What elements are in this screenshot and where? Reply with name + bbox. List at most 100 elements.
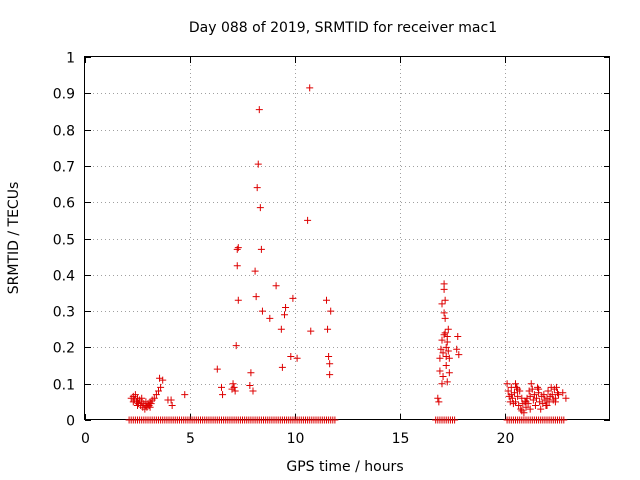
data-point [281,311,288,319]
data-point [442,362,450,370]
data-point [323,296,330,304]
data-point [287,352,295,360]
data-point [157,383,165,391]
data-point [440,331,448,339]
data-point [531,401,539,409]
data-point [529,396,537,404]
data-point [545,398,553,406]
data-point [331,416,339,424]
data-point [257,245,265,253]
data-point [443,333,451,341]
data-point [535,385,543,393]
y-tick-label: 0.7 [53,160,75,176]
y-tick-label: 0.4 [53,269,75,285]
data-point [555,391,563,399]
data-point [326,371,334,379]
x-tick-label: 10 [287,431,305,447]
data-point [539,400,547,408]
data-point [325,352,333,360]
data-point [293,354,301,362]
data-point [526,405,534,413]
data-point [232,342,240,350]
data-point [455,351,463,359]
data-point [255,106,263,114]
data-point [306,84,314,92]
y-tick-label: 0.6 [53,196,75,212]
data-point [441,329,449,337]
y-tick-label: 1 [66,51,75,67]
data-point [231,387,239,395]
data-point [548,391,556,399]
data-point [562,394,570,402]
data-point [514,392,522,400]
data-point [508,394,516,402]
data-point [445,369,453,377]
data-point [441,314,449,322]
data-point [233,245,241,253]
x-tick-label: 20 [497,431,515,447]
data-point [513,383,521,391]
data-point [219,391,227,399]
data-point [533,394,540,402]
data-points [125,84,570,424]
data-point [518,394,526,402]
y-tick-label: 0.8 [53,124,75,140]
data-point [230,383,238,391]
data-point [324,325,332,333]
data-point [150,394,158,402]
data-point [438,300,446,308]
data-point [159,376,167,384]
data-point [534,383,542,391]
data-point [289,294,297,302]
data-point [233,262,241,270]
data-point [517,405,525,413]
y-tick-label: 0.2 [53,341,75,357]
plot-frame [84,56,610,420]
y-tick-label: 0 [66,414,75,430]
data-point [439,349,447,357]
data-point [515,401,523,409]
data-point [249,387,257,395]
y-tick-label: 0.1 [53,378,75,394]
y-tick-label: 0.9 [53,87,75,103]
data-point [266,314,274,322]
data-point [436,367,444,375]
data-point [526,392,534,400]
data-point [436,354,444,362]
data-point [234,244,242,252]
x-tick-label: 5 [186,431,195,447]
data-point [559,389,567,397]
data-point [443,378,451,386]
data-point [234,296,242,304]
data-point [229,380,237,388]
data-point [444,325,452,333]
data-point [440,309,448,317]
data-point [142,398,150,406]
data-point [272,282,280,290]
data-point [138,394,146,402]
data-point [514,385,522,393]
data-point [438,336,446,344]
data-point [520,409,528,417]
data-point [525,387,533,395]
data-point [218,383,225,391]
data-point [551,398,559,406]
data-point [256,204,264,212]
data-point [282,303,290,311]
y-axis-label: SRMTID / TECUs [6,182,22,295]
data-point [251,267,259,275]
data-point [155,387,162,395]
data-point [181,391,189,399]
data-point [131,391,139,399]
data-point [152,391,160,399]
data-point [129,398,137,406]
data-point [147,400,155,408]
data-point [307,327,315,335]
data-point [507,391,515,399]
data-point [304,216,312,224]
data-point [326,360,334,368]
data-point [512,398,519,406]
x-axis-label: GPS time / hours [286,459,403,475]
data-point [437,345,445,353]
